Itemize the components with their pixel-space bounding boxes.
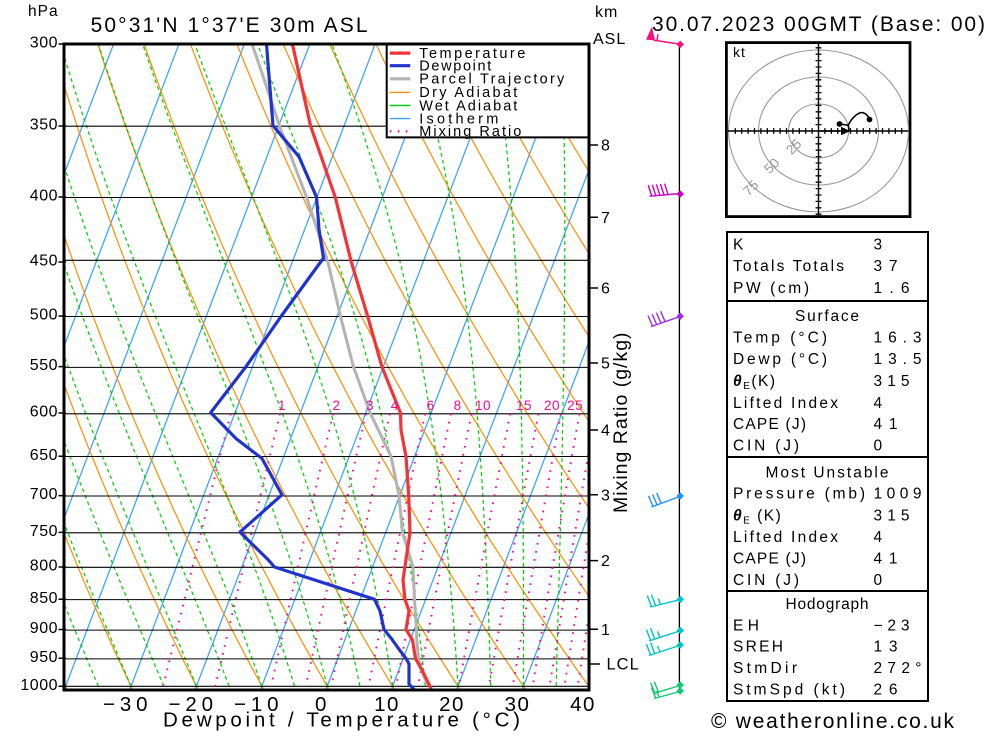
svg-text:2: 2 <box>601 553 610 570</box>
svg-text:Isotherm: Isotherm <box>419 111 498 127</box>
svg-text:50°31'N 1°37'E 30m ASL: 50°31'N 1°37'E 30m ASL <box>91 14 368 37</box>
svg-text:6: 6 <box>427 398 435 413</box>
svg-text:−30: −30 <box>103 693 149 716</box>
svg-text:500: 500 <box>30 307 58 324</box>
svg-text:CAPE (J): CAPE (J) <box>733 551 806 568</box>
svg-text:3: 3 <box>366 398 374 413</box>
svg-text:350: 350 <box>30 117 58 134</box>
svg-text:Lifted Index: Lifted Index <box>733 529 838 546</box>
svg-text:CAPE (J): CAPE (J) <box>733 416 806 433</box>
svg-text:3: 3 <box>601 487 610 504</box>
svg-text:Parcel Trajectory: Parcel Trajectory <box>419 72 565 88</box>
svg-text:kt: kt <box>733 44 746 60</box>
svg-text:km: km <box>595 4 618 21</box>
svg-text:30: 30 <box>505 693 531 716</box>
svg-text:4: 4 <box>601 423 610 440</box>
svg-text:700: 700 <box>30 486 58 503</box>
svg-text:650: 650 <box>30 447 58 464</box>
svg-text:850: 850 <box>30 590 58 607</box>
svg-text:ASL: ASL <box>593 31 626 48</box>
svg-text:550: 550 <box>30 357 58 374</box>
svg-text:8: 8 <box>454 398 462 413</box>
svg-text:Pressure (mb): Pressure (mb) <box>733 486 865 503</box>
svg-text:800: 800 <box>30 558 58 575</box>
svg-text:Dewpoint / Temperature (°C): Dewpoint / Temperature (°C) <box>163 709 520 732</box>
svg-text:−23: −23 <box>874 618 910 635</box>
svg-text:4: 4 <box>874 529 883 546</box>
svg-text:10: 10 <box>374 693 400 716</box>
svg-text:20: 20 <box>544 398 560 413</box>
svg-text:400: 400 <box>30 188 58 205</box>
svg-text:Dewp (°C): Dewp (°C) <box>733 351 827 368</box>
svg-text:Hodograph: Hodograph <box>786 596 869 613</box>
svg-text:1.6: 1.6 <box>874 280 910 297</box>
svg-text:Dewpoint: Dewpoint <box>419 59 491 75</box>
svg-text:15: 15 <box>516 398 532 413</box>
svg-text:3: 3 <box>874 237 883 254</box>
svg-text:θE(K): θE(K) <box>733 373 777 392</box>
svg-text:30.07.2023 00GMT (Base: 00): 30.07.2023 00GMT (Base: 00) <box>652 13 985 36</box>
svg-text:Lifted Index: Lifted Index <box>733 395 838 412</box>
svg-text:25: 25 <box>567 398 583 413</box>
svg-text:600: 600 <box>30 404 58 421</box>
svg-text:6: 6 <box>601 281 610 298</box>
svg-text:Dry Adiabat: Dry Adiabat <box>419 85 517 101</box>
svg-text:Surface: Surface <box>795 308 859 325</box>
svg-text:0: 0 <box>315 693 328 716</box>
svg-text:Most Unstable: Most Unstable <box>766 465 889 482</box>
svg-text:PW (cm): PW (cm) <box>733 280 809 297</box>
svg-text:315: 315 <box>874 373 910 390</box>
svg-text:7: 7 <box>601 210 610 227</box>
svg-text:−20: −20 <box>169 693 215 716</box>
svg-text:K: K <box>733 237 744 254</box>
svg-text:Mixing Ratio (g/kg): Mixing Ratio (g/kg) <box>610 331 632 513</box>
svg-text:4: 4 <box>874 395 883 412</box>
svg-text:0: 0 <box>874 438 883 455</box>
svg-text:20: 20 <box>439 693 465 716</box>
svg-text:900: 900 <box>30 620 58 637</box>
svg-text:40: 40 <box>570 693 596 716</box>
svg-text:450: 450 <box>30 253 58 270</box>
svg-text:© weatheronline.co.uk: © weatheronline.co.uk <box>711 710 955 733</box>
svg-text:5: 5 <box>601 356 610 373</box>
svg-text:Temperature: Temperature <box>419 46 525 62</box>
svg-text:θE (K): θE (K) <box>733 508 782 527</box>
svg-text:hPa: hPa <box>28 3 59 20</box>
svg-text:315: 315 <box>874 508 910 525</box>
svg-text:LCL: LCL <box>607 656 640 674</box>
svg-text:8: 8 <box>601 138 610 155</box>
svg-text:2: 2 <box>332 398 340 413</box>
svg-text:1000: 1000 <box>20 677 58 694</box>
svg-text:300: 300 <box>30 35 58 52</box>
svg-text:StmDir: StmDir <box>733 660 797 677</box>
svg-text:Mixing Ratio: Mixing Ratio <box>419 124 521 140</box>
svg-text:750: 750 <box>30 523 58 540</box>
svg-text:StmSpd (kt): StmSpd (kt) <box>733 682 845 699</box>
svg-text:1: 1 <box>601 622 610 639</box>
svg-text:1: 1 <box>278 398 286 413</box>
svg-text:Totals Totals: Totals Totals <box>733 258 844 275</box>
svg-text:4: 4 <box>391 398 399 413</box>
svg-text:950: 950 <box>30 649 58 666</box>
svg-text:0: 0 <box>874 572 883 589</box>
svg-text:−10: −10 <box>234 693 280 716</box>
svg-text:10: 10 <box>475 398 491 413</box>
